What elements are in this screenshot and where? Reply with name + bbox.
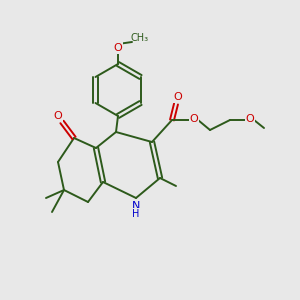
Text: N: N xyxy=(132,201,140,211)
Text: O: O xyxy=(174,92,182,102)
Text: H: H xyxy=(132,209,140,219)
Text: O: O xyxy=(246,114,254,124)
Text: O: O xyxy=(190,114,198,124)
Text: O: O xyxy=(54,111,62,121)
Text: O: O xyxy=(114,43,122,53)
Text: CH₃: CH₃ xyxy=(131,33,149,43)
